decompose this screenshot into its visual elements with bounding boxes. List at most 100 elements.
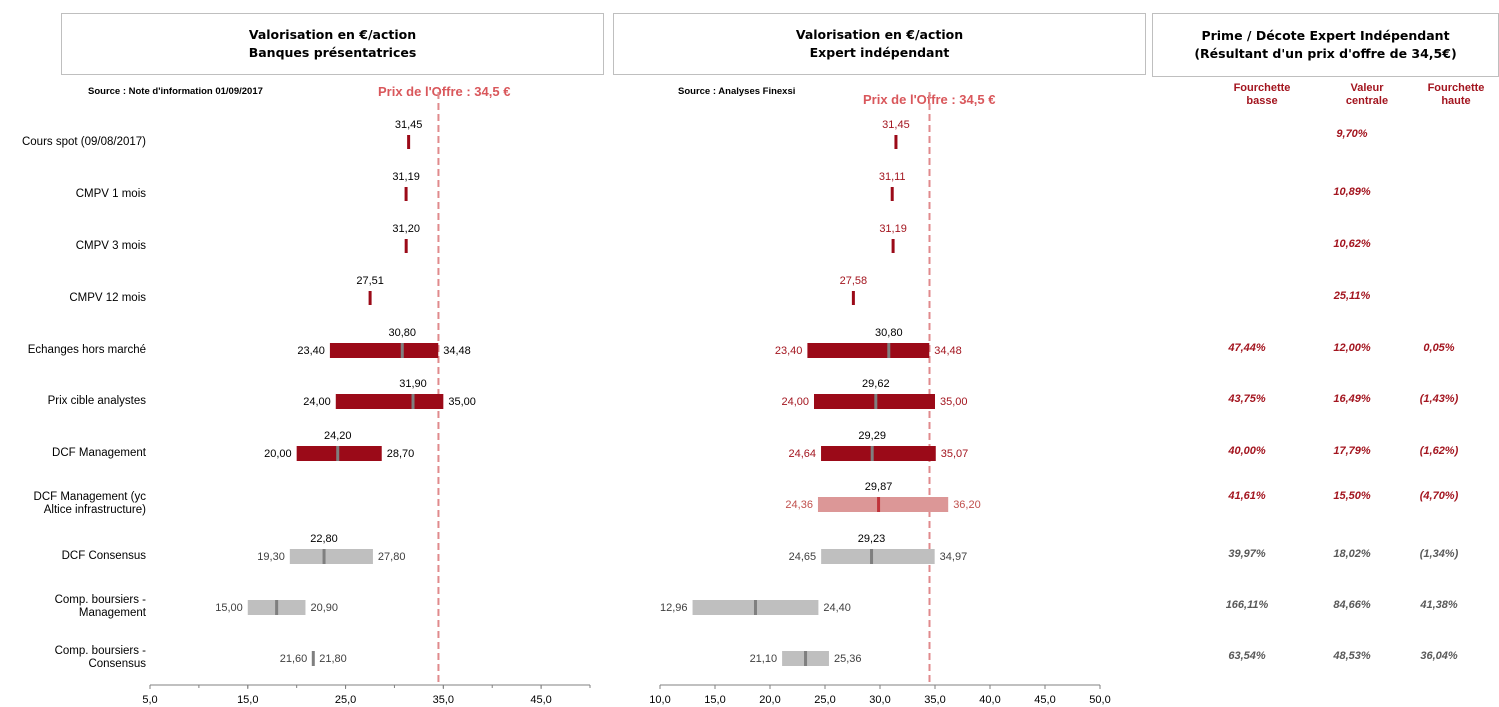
value-marker [368,291,372,305]
central-value-marker [753,600,757,615]
row-label-line: CMPV 1 mois [75,187,146,200]
range-bar [329,343,439,358]
range-low-label: 23,40 [775,345,803,357]
central-value-marker [804,651,808,666]
prime-high-value: (1,43%) [1419,393,1459,405]
value-marker [404,187,408,201]
prime-low-value: 43,75% [1228,393,1266,405]
central-value-marker [887,343,891,358]
range-high-label: 36,20 [953,499,981,511]
prime-high-value: (1,62%) [1419,445,1459,457]
central-value-marker [322,549,326,564]
range-high-label: 28,70 [387,448,415,460]
row-label-line: DCF Management (yc [33,491,146,503]
central-value-label: 30,80 [875,327,903,339]
prime-low-value: 166,11% [1225,599,1269,611]
prime-high-value: 41,38% [1420,599,1458,611]
range-high-label: 35,00 [940,396,968,408]
x-tick-label: 15,0 [704,694,725,706]
prime-mid-value: 48,53% [1333,650,1371,662]
range-high-label: 27,80 [378,551,406,563]
x-tick-label: 45,0 [1034,694,1055,706]
x-tick-label: 25,0 [814,694,835,706]
row-label: CMPV 3 mois [0,240,146,253]
panel1-source: Source : Note d'information 01/09/2017 [88,86,263,97]
range-low-label: 24,36 [785,499,813,511]
panel1-offer-label: Prix de l'Offre : 34,5 € [378,84,511,99]
x-tick-label: 10,0 [649,694,670,706]
range-bar [289,549,373,564]
prime-low-value: 41,61% [1228,490,1266,502]
row-label-line: Comp. boursiers - [54,645,146,657]
x-tick-label: 40,0 [979,694,1000,706]
panel2-title-box: Valorisation en €/action Expert indépend… [613,13,1146,75]
range-high-label: 25,36 [834,653,862,665]
panel3-title-box: Prime / Décote Expert Indépendant (Résul… [1152,13,1499,77]
range-low-label: 24,00 [781,396,809,408]
range-low-label: 21,60 [280,653,308,665]
row-label-line: Comp. boursiers - [54,594,146,606]
value-label: 31,20 [392,223,420,235]
value-marker [404,239,408,253]
prime-mid-value: 16,49% [1333,393,1371,405]
prime-header-low: Fourchette basse [1222,82,1302,108]
prime-high-value: (1,34%) [1419,548,1459,560]
prime-mid-value: 9,70% [1336,128,1368,140]
central-value-marker [870,446,874,461]
central-value-marker [411,394,415,409]
central-value-label: 30,80 [389,327,417,339]
range-low-label: 24,64 [789,448,817,460]
range-low-label: 19,30 [257,551,285,563]
range-high-label: 21,80 [319,653,347,665]
range-high-label: 34,97 [940,551,968,563]
row-label-line: CMPV 3 mois [75,239,146,252]
value-label: 27,51 [356,275,384,287]
x-tick-label: 25,0 [335,694,356,706]
row-label-line: DCF Consensus [61,549,146,562]
prime-low-value: 39,97% [1228,548,1266,560]
range-high-label: 34,48 [443,345,471,357]
range-low-label: 21,10 [750,653,778,665]
prime-header-high-line2: haute [1441,95,1471,107]
range-bar [807,343,930,358]
prime-low-value: 40,00% [1228,445,1266,457]
central-value-label: 31,90 [399,378,427,390]
row-label-line: Consensus [88,658,146,670]
row-label: Comp. boursiers - Management [0,594,146,620]
value-label: 31,19 [392,171,420,183]
prime-header-mid: Valeur centrale [1327,82,1407,108]
prime-header-low-line1: Fourchette [1233,82,1291,94]
row-label-line: Management [78,607,146,619]
prime-low-value: 63,54% [1228,650,1266,662]
panel3-title-line2: (Résultant d'un prix d'offre de 34,5€) [1194,46,1457,61]
range-high-label: 34,48 [934,345,962,357]
row-label: Echanges hors marché [0,344,146,357]
prime-high-value: (4,70%) [1419,490,1459,502]
range-low-label: 15,00 [215,602,243,614]
prime-mid-value: 18,02% [1333,548,1371,560]
range-bar [335,394,444,409]
range-high-label: 35,00 [448,396,476,408]
panel1-title-box: Valorisation en €/action Banques présent… [61,13,604,75]
prime-high-value: 36,04% [1420,650,1458,662]
range-high-label: 20,90 [310,602,338,614]
row-label-line: Cours spot (09/08/2017) [21,135,146,148]
row-label: Comp. boursiers - Consensus [0,645,146,671]
row-label: Cours spot (09/08/2017) [0,136,146,149]
central-value-marker [877,497,881,512]
central-value-marker [874,394,878,409]
x-tick-label: 20,0 [759,694,780,706]
central-value-label: 24,20 [324,430,352,442]
value-label: 31,45 [395,119,423,131]
prime-header-low-line2: basse [1246,95,1278,107]
x-tick-label: 50,0 [1089,694,1110,706]
row-label: DCF Management [0,447,146,460]
value-label: 31,19 [879,223,907,235]
x-tick-label: 45,0 [530,694,551,706]
range-bar [821,549,935,564]
central-value-marker [400,343,404,358]
prime-mid-value: 10,89% [1333,186,1371,198]
prime-header-mid-line2: centrale [1345,95,1389,107]
value-marker [891,239,895,253]
